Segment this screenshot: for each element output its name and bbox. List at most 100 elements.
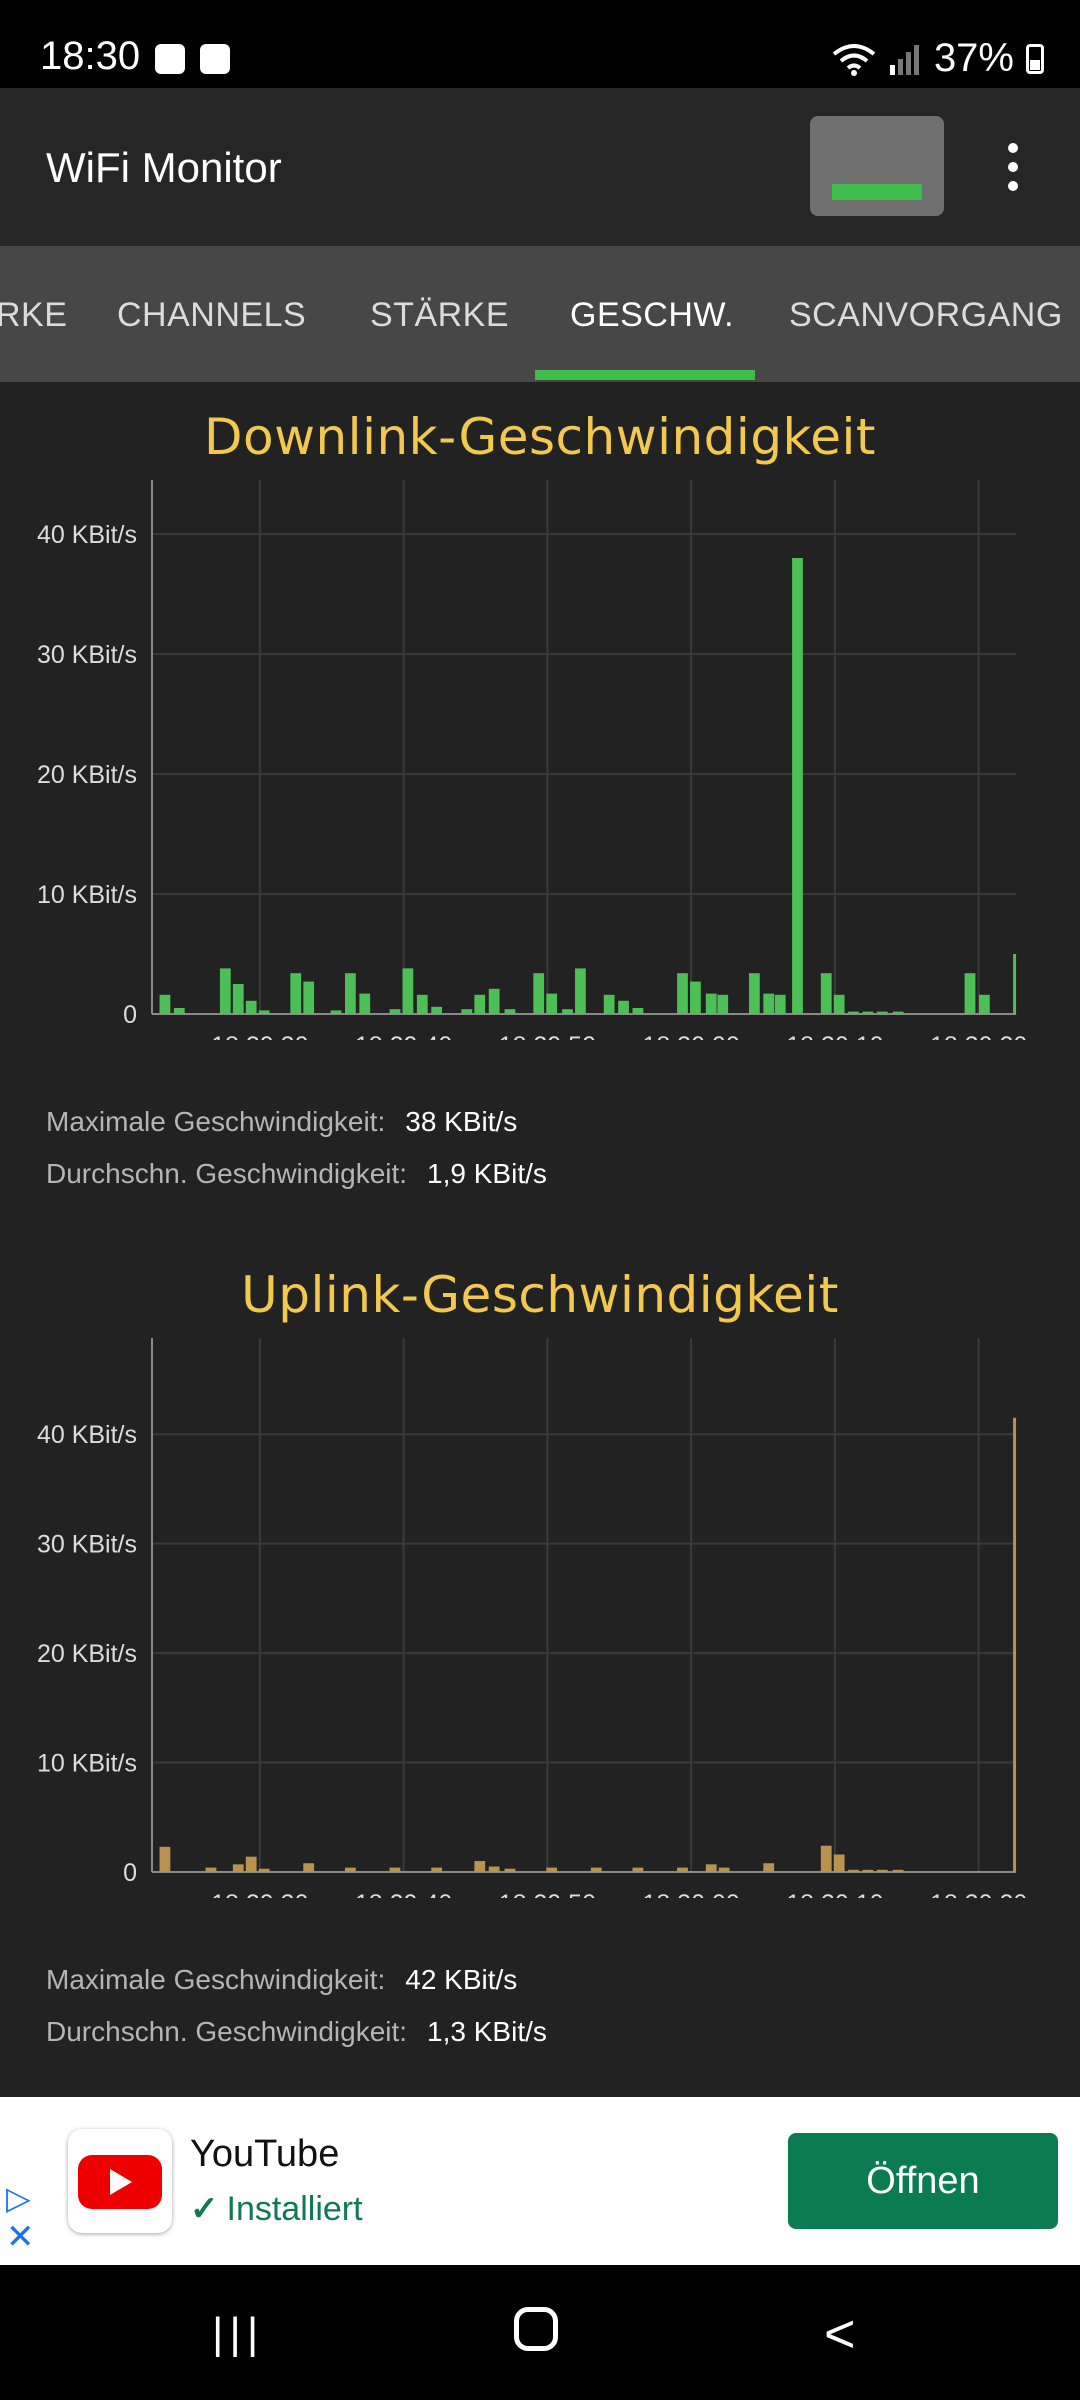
downlink-ytick-label: 20 KBit/s (37, 761, 137, 789)
downlink-stats: Maximale Geschwindigkeit: 38 KBit/s Durch… (46, 1096, 547, 1200)
uplink-bar (488, 1866, 500, 1872)
downlink-bar (219, 968, 231, 1014)
downlink-xtick-label: 18:30:20 (930, 1032, 1027, 1040)
downlink-bar (748, 973, 760, 1014)
uplink-bar (1013, 1417, 1017, 1872)
uplink-avg-value: 1,3 KBit/s (427, 2016, 547, 2047)
status-time: 18:30 (40, 34, 141, 78)
home-icon[interactable] (514, 2307, 558, 2351)
tab-channels[interactable]: CHANNELS (117, 296, 307, 334)
downlink-bar (232, 984, 244, 1014)
uplink-bar (590, 1867, 602, 1872)
downlink-bar (763, 993, 775, 1014)
downlink-max-label: Maximale Geschwindigkeit: (46, 1106, 386, 1137)
tab-staerke[interactable]: STÄRKE (370, 296, 510, 334)
uplink-stats: Maximale Geschwindigkeit: 42 KBit/s Durch… (46, 1954, 547, 2058)
ad-choices-icon[interactable]: ▷ (6, 2180, 31, 2216)
app-bar: WiFi Monitor (0, 88, 1080, 246)
tab-bar: RKE CHANNELS STÄRKE GESCHW. SCANVORGANG (0, 246, 1080, 382)
signal-indicator-button[interactable] (810, 116, 944, 216)
downlink-bar (330, 1010, 342, 1014)
uplink-avg-label: Durchschn. Geschwindigkeit: (46, 2016, 408, 2047)
ad-status-text: Installiert (226, 2190, 363, 2228)
downlink-bar (359, 993, 371, 1014)
ad-open-button[interactable]: Öffnen (788, 2133, 1058, 2229)
uplink-bar (504, 1868, 516, 1872)
cell-signal-icon (889, 44, 919, 75)
downlink-bar (533, 973, 545, 1014)
downlink-bar (159, 994, 171, 1014)
ad-close-icon[interactable]: ✕ (6, 2218, 35, 2256)
uplink-max-value: 42 KBit/s (405, 1964, 518, 1995)
status-right: 37% (832, 36, 1044, 81)
uplink-bar (632, 1867, 644, 1872)
downlink-bar (792, 558, 803, 1014)
downlink-bar (546, 993, 558, 1014)
uplink-bar (833, 1854, 845, 1872)
ad-banner[interactable]: ▷ ✕ YouTube ✓ Installiert Öffnen (0, 2097, 1080, 2265)
uplink-ytick-label: 0 (123, 1859, 137, 1887)
uplink-bar (303, 1863, 315, 1872)
downlink-bar (504, 1009, 516, 1014)
downlink-bar (833, 994, 845, 1014)
downlink-bar (344, 973, 356, 1014)
downlink-bar (173, 1008, 185, 1014)
downlink-bar (717, 994, 729, 1014)
overflow-menu-icon[interactable] (1000, 143, 1026, 193)
downlink-bar (677, 973, 688, 1014)
installed-check-icon: ✓ (190, 2190, 219, 2228)
uplink-max-label: Maximale Geschwindigkeit: (46, 1964, 386, 1995)
battery-icon (1026, 43, 1044, 74)
downlink-bar (978, 994, 990, 1014)
downlink-xtick-label: 18:29:50 (499, 1032, 596, 1040)
downlink-bar (1013, 954, 1017, 1014)
downlink-xtick-label: 18:29:40 (355, 1032, 452, 1040)
wifi-signal-icon (832, 43, 876, 76)
uplink-bar (862, 1869, 874, 1872)
uplink-bar (546, 1867, 558, 1872)
downlink-bar (774, 994, 786, 1014)
uplink-title: Uplink-Geschwindigkeit (241, 1266, 839, 1324)
uplink-bar (159, 1846, 171, 1872)
wifi-monitor-notification-icon (200, 44, 230, 74)
uplink-bar (892, 1869, 904, 1872)
tab-geschw[interactable]: GESCHW. (570, 296, 735, 334)
downlink-bar (402, 968, 414, 1014)
youtube-logo-icon (68, 2129, 172, 2233)
downlink-avg-label: Durchschn. Geschwindigkeit: (46, 1158, 408, 1189)
uplink-ytick-label: 30 KBit/s (37, 1531, 137, 1559)
back-icon[interactable]: < (824, 2304, 856, 2364)
active-tab-indicator (535, 370, 755, 380)
downlink-bar (862, 1011, 874, 1014)
uplink-bar (848, 1869, 859, 1872)
downlink-bar (461, 1009, 473, 1014)
tab-scanvorgang[interactable]: SCANVORGANG (789, 296, 1063, 334)
tab-rke[interactable]: RKE (0, 296, 68, 334)
app-title: WiFi Monitor (46, 144, 282, 191)
uplink-bar (876, 1869, 888, 1872)
uplink-chart: 0 10 KBit/s 20 KBit/s 30 KBit/s 40 KBit/s 18:… (37, 1338, 1027, 1898)
uplink-bar (474, 1861, 486, 1872)
uplink-xtick-label: 18:29:30 (211, 1890, 308, 1898)
downlink-xtick-label: 18:30:10 (786, 1032, 883, 1040)
downlink-bar (431, 1006, 443, 1014)
downlink-ytick-label: 40 KBit/s (37, 521, 137, 549)
recent-apps-icon[interactable]: ||| (212, 2309, 265, 2358)
downlink-bar (303, 981, 315, 1014)
downlink-xtick-label: 18:29:30 (211, 1032, 308, 1040)
downlink-bar (705, 993, 717, 1014)
uplink-xtick-label: 18:30:20 (930, 1890, 1027, 1898)
downlink-chart: 0 10 KBit/s 20 KBit/s 30 KBit/s 40 KBit/s 18:… (37, 480, 1027, 1040)
gallery-notification-icon (155, 44, 185, 74)
uplink-xtick-label: 18:30:10 (786, 1890, 883, 1898)
uplink-bar (258, 1868, 270, 1872)
downlink-bar (690, 981, 701, 1014)
uplink-ytick-label: 10 KBit/s (37, 1750, 137, 1778)
uplink-bar (389, 1867, 401, 1872)
downlink-bar (876, 1011, 888, 1014)
downlink-bar (820, 973, 832, 1014)
downlink-bar (290, 973, 302, 1014)
downlink-bar (562, 1009, 573, 1014)
uplink-bar (820, 1845, 832, 1872)
uplink-bar (431, 1867, 443, 1872)
